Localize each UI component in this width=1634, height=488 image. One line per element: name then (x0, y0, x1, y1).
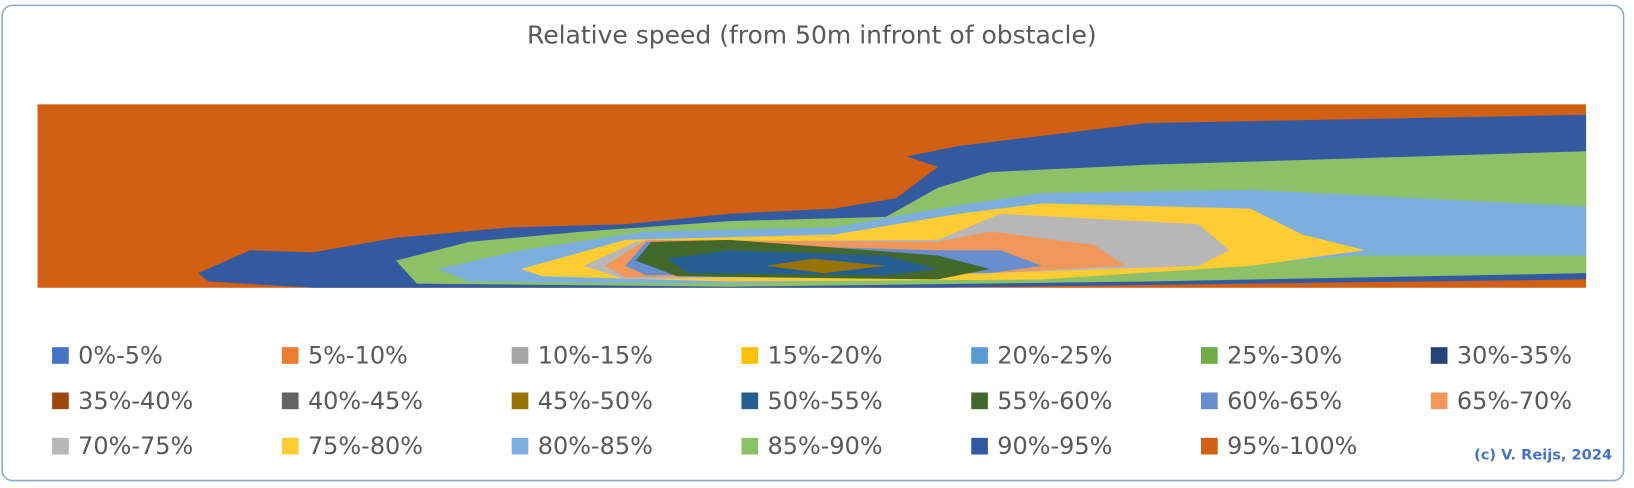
legend-swatch (281, 347, 299, 364)
legend-label: 75%-80% (308, 432, 423, 460)
legend-swatch (971, 437, 988, 455)
legend-label: 10%-15% (538, 342, 653, 370)
legend-label: 85%-90% (768, 432, 883, 460)
legend-label: 95%-100% (1227, 432, 1357, 460)
legend-swatch (52, 392, 69, 410)
legend-swatch (281, 392, 299, 410)
legend-swatch (1201, 437, 1218, 455)
legend-label: 0%-5% (78, 342, 163, 370)
legend-swatch (741, 392, 759, 410)
legend-label: 40%-45% (308, 387, 423, 415)
legend-swatch (971, 347, 988, 364)
credit: (c) V. Reijs, 2024 (1474, 447, 1612, 464)
legend-swatch (281, 437, 299, 455)
legend-label: 30%-35% (1457, 342, 1572, 370)
legend-label: 55%-60% (997, 387, 1112, 415)
legend: 0%-5% 5%-10% 10%-15% 15%-20% 20%-25% 25%-30% 3… (52, 342, 1572, 460)
legend-label: 15%-20% (768, 342, 883, 370)
legend-swatch (741, 437, 759, 455)
legend-label: 80%-85% (538, 432, 653, 460)
plot-area (37, 104, 1587, 288)
legend-swatch (52, 437, 69, 455)
legend-label: 65%-70% (1457, 387, 1572, 415)
legend-label: 70%-75% (78, 432, 193, 460)
legend-swatch (1430, 347, 1448, 364)
chart-title: Relative speed (from 50m infront of obst… (527, 21, 1097, 50)
legend-label: 90%-95% (997, 432, 1112, 460)
contour-band (765, 258, 886, 274)
legend-label: 5%-10% (308, 342, 408, 370)
legend-swatch (741, 347, 759, 364)
legend-label: 20%-25% (997, 342, 1112, 370)
legend-swatch (511, 437, 529, 455)
legend-swatch (511, 392, 529, 410)
legend-swatch (511, 347, 529, 364)
legend-label: 35%-40% (78, 387, 193, 415)
legend-swatch (52, 347, 69, 364)
legend-swatch (1430, 392, 1448, 410)
legend-swatch (1201, 392, 1218, 410)
legend-label: 25%-30% (1227, 342, 1342, 370)
legend-label: 60%-65% (1227, 387, 1342, 415)
legend-swatch (971, 392, 988, 410)
legend-label: 45%-50% (538, 387, 653, 415)
legend-swatch (1201, 347, 1218, 364)
legend-label: 50%-55% (768, 387, 883, 415)
